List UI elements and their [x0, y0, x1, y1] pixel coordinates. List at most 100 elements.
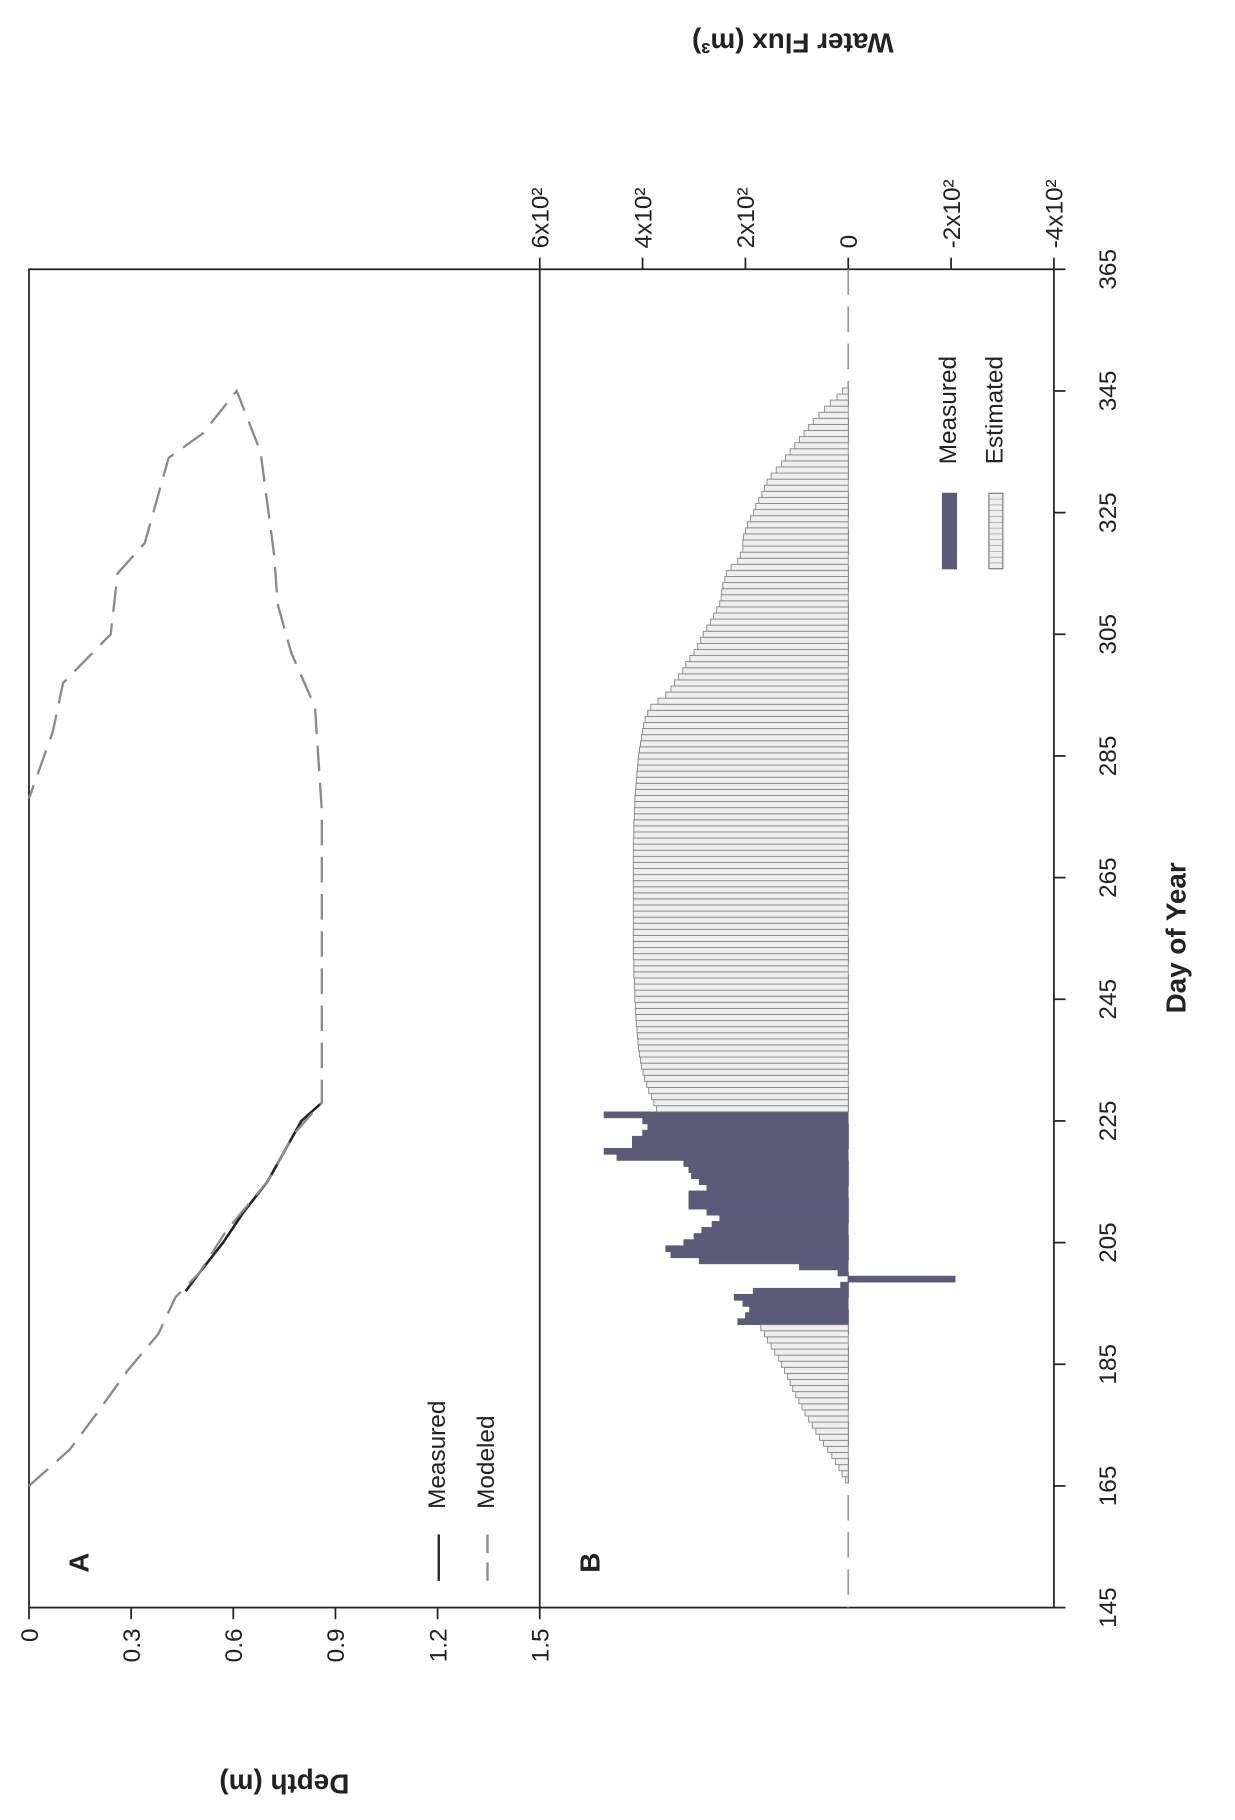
bar — [641, 1062, 849, 1070]
bar — [657, 697, 849, 705]
y-tick-label: 2x10² — [733, 187, 760, 248]
bar — [706, 1184, 849, 1192]
bar — [737, 1318, 849, 1326]
bar — [770, 1342, 849, 1350]
plot-frame — [28, 268, 1055, 1609]
bar — [637, 1044, 849, 1052]
bar — [640, 1056, 849, 1064]
bar — [804, 1409, 849, 1417]
bar — [637, 1038, 849, 1046]
x-tick-label: 325 — [1095, 492, 1122, 533]
bar — [803, 430, 849, 438]
bar — [634, 989, 849, 997]
bar — [647, 709, 849, 717]
bar — [742, 539, 849, 547]
bar — [632, 898, 849, 906]
bar — [633, 959, 849, 967]
bar — [838, 1464, 849, 1472]
bar — [709, 618, 849, 626]
bar — [761, 490, 849, 498]
bar — [637, 752, 849, 760]
x-tick-label: 145 — [1095, 1587, 1122, 1628]
bar — [750, 515, 849, 523]
bar — [634, 995, 849, 1003]
bar — [635, 776, 849, 784]
bar — [784, 1366, 849, 1374]
bar — [632, 934, 849, 942]
bar — [650, 1093, 849, 1101]
bar — [655, 1105, 849, 1113]
bar — [811, 1421, 849, 1429]
bar — [641, 734, 849, 742]
bar — [646, 1080, 849, 1088]
bar — [763, 484, 849, 492]
x-tick-label: 265 — [1095, 857, 1122, 898]
bar — [815, 1427, 849, 1435]
bar — [683, 1239, 849, 1246]
bar — [633, 971, 849, 979]
bar — [632, 886, 849, 894]
y-tick-label: -2x10² — [939, 179, 966, 248]
bar — [665, 1245, 849, 1253]
bar — [631, 1141, 849, 1149]
bar — [758, 496, 849, 504]
legend-label: Estimated — [981, 356, 1008, 464]
bar — [635, 1020, 849, 1028]
y-tick-label: 0 — [17, 1628, 44, 1642]
bar — [780, 1360, 849, 1368]
bar — [836, 393, 849, 401]
bar — [633, 825, 849, 833]
bar — [688, 1190, 849, 1198]
bar — [767, 1336, 849, 1344]
bar — [648, 1087, 849, 1095]
bar — [683, 1160, 849, 1167]
bar — [737, 557, 849, 565]
bar — [632, 861, 849, 869]
bar — [633, 983, 849, 991]
y-tick-label: -4x10² — [1042, 179, 1069, 248]
bar — [691, 1172, 849, 1180]
y-tick-label: 6x10² — [527, 187, 554, 248]
bar — [777, 1354, 849, 1362]
bar — [633, 977, 849, 985]
bar — [603, 1148, 849, 1155]
bar — [644, 1074, 849, 1082]
bar — [789, 1379, 849, 1387]
bar — [647, 1123, 849, 1131]
bar — [635, 782, 849, 790]
bar — [632, 953, 849, 961]
bar — [719, 600, 849, 608]
bar — [632, 904, 849, 912]
bar — [632, 910, 849, 918]
bar — [775, 466, 849, 474]
bar — [744, 527, 849, 535]
bar — [716, 606, 849, 614]
bar — [845, 1476, 849, 1484]
bar — [632, 849, 849, 857]
bar — [688, 1166, 849, 1173]
bar — [698, 1178, 849, 1186]
bar — [633, 807, 849, 815]
bar — [635, 1014, 849, 1022]
bar — [642, 1117, 849, 1125]
bar — [634, 1001, 849, 1009]
bar — [829, 399, 849, 407]
x-tick-label: 345 — [1095, 371, 1122, 412]
bar — [827, 1445, 849, 1453]
bar — [753, 509, 849, 517]
bar — [665, 691, 849, 699]
bar — [632, 855, 849, 863]
y-tick-label: 0 — [836, 235, 863, 249]
bar — [633, 819, 849, 827]
y-tick-label: 0.3 — [119, 1628, 146, 1662]
bar — [636, 1026, 849, 1034]
x-tick-label: 365 — [1095, 249, 1122, 290]
bar — [603, 1111, 849, 1119]
bar — [706, 1208, 849, 1216]
bar — [834, 1458, 849, 1466]
bar — [632, 837, 849, 845]
bar — [701, 1227, 849, 1234]
bar — [841, 1470, 849, 1478]
bar — [632, 922, 849, 930]
bar — [787, 1372, 849, 1380]
